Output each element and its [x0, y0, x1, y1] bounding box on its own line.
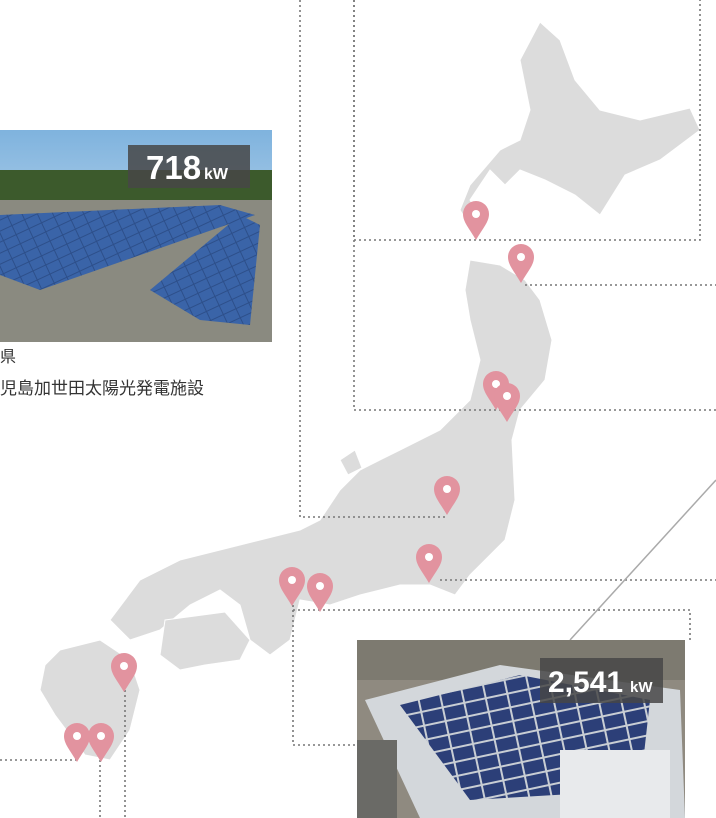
- photo-solar-farm: 718 kW 県 児島加世田太陽光発電施設: [0, 130, 272, 399]
- facility-name: 児島加世田太陽光発電施設: [0, 379, 204, 399]
- capacity-value: 2,541: [548, 666, 623, 699]
- capacity-unit: kW: [204, 166, 229, 183]
- photo-factory-roof: 2,541 kW: [357, 640, 685, 818]
- map-page: 718 kW 県 児島加世田太陽光発電施設 2,541 kW: [0, 0, 716, 818]
- capacity-value: 718: [146, 149, 201, 186]
- capacity-unit: kW: [630, 679, 653, 696]
- prefecture: 県: [0, 347, 16, 366]
